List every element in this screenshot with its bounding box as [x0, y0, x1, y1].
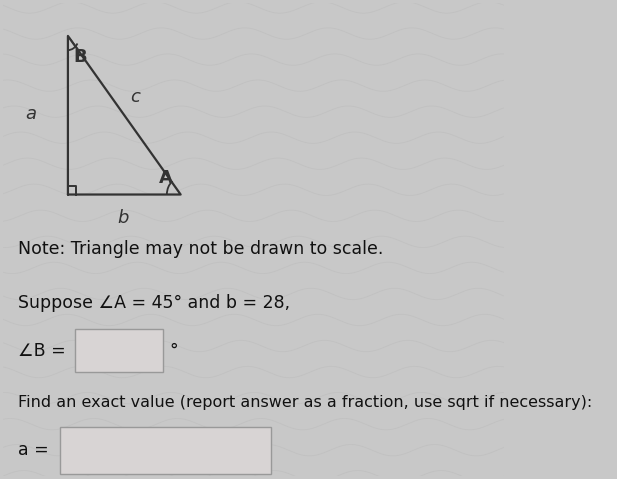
Text: Suppose ∠A = 45° and b = 28,: Suppose ∠A = 45° and b = 28,: [18, 295, 290, 312]
Text: A: A: [159, 169, 173, 187]
Text: B: B: [73, 48, 87, 66]
Text: °: °: [169, 342, 178, 360]
Text: Find an exact value (report answer as a fraction, use sqrt if necessary):: Find an exact value (report answer as a …: [18, 395, 592, 411]
Text: c: c: [131, 89, 141, 106]
FancyBboxPatch shape: [75, 330, 163, 372]
Text: a: a: [25, 105, 36, 123]
Text: b: b: [117, 209, 129, 227]
FancyBboxPatch shape: [60, 426, 271, 474]
Text: a =: a =: [18, 441, 49, 459]
Text: ∠B =: ∠B =: [18, 342, 65, 360]
Text: Note: Triangle may not be drawn to scale.: Note: Triangle may not be drawn to scale…: [18, 240, 383, 258]
